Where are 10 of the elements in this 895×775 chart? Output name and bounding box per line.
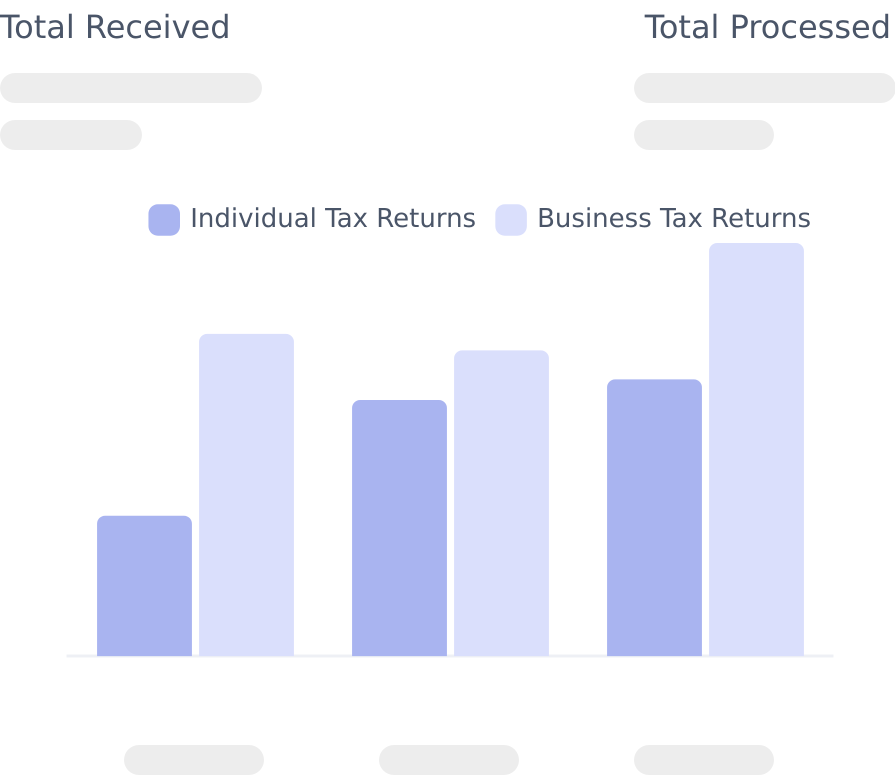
bar (709, 243, 804, 656)
legend-label: Individual Tax Returns (190, 204, 476, 234)
text: Total Processed (644, 8, 891, 46)
bar (607, 379, 702, 656)
text: Total Received (0, 8, 230, 46)
bar (352, 400, 447, 656)
bar (199, 334, 294, 656)
legend-label: Business Tax Returns (537, 204, 812, 234)
bar (454, 350, 549, 656)
bar (97, 516, 192, 656)
